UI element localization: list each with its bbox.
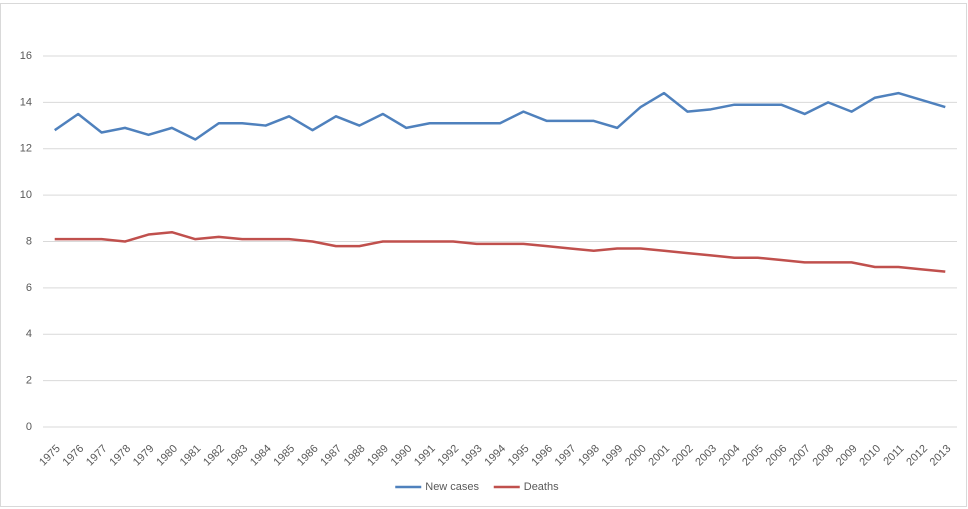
y-tick-label: 14 — [20, 96, 32, 108]
y-tick-label: 10 — [20, 189, 32, 201]
series-line — [54, 230, 946, 273]
y-tick-label: 8 — [26, 235, 32, 247]
chart-frame — [0, 3, 967, 507]
y-tick-label: 2 — [26, 375, 32, 387]
legend-label: New cases — [425, 481, 479, 493]
series-line — [54, 91, 946, 141]
y-tick-label: 16 — [20, 50, 32, 62]
y-tick-label: 12 — [20, 143, 32, 155]
y-tick-label: 0 — [26, 421, 32, 433]
y-tick-label: 4 — [26, 328, 32, 340]
legend-label: Deaths — [524, 481, 559, 493]
y-tick-label: 6 — [26, 282, 32, 294]
